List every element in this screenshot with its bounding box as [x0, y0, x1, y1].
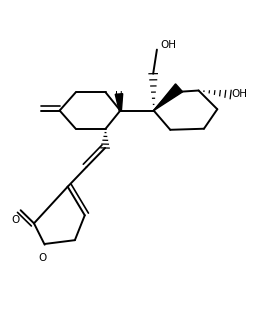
Text: O: O [11, 215, 19, 225]
Text: H: H [115, 92, 123, 101]
Text: OH: OH [232, 89, 248, 99]
Text: O: O [38, 253, 46, 263]
Polygon shape [115, 94, 123, 111]
Polygon shape [154, 84, 183, 111]
Text: OH: OH [160, 40, 176, 50]
